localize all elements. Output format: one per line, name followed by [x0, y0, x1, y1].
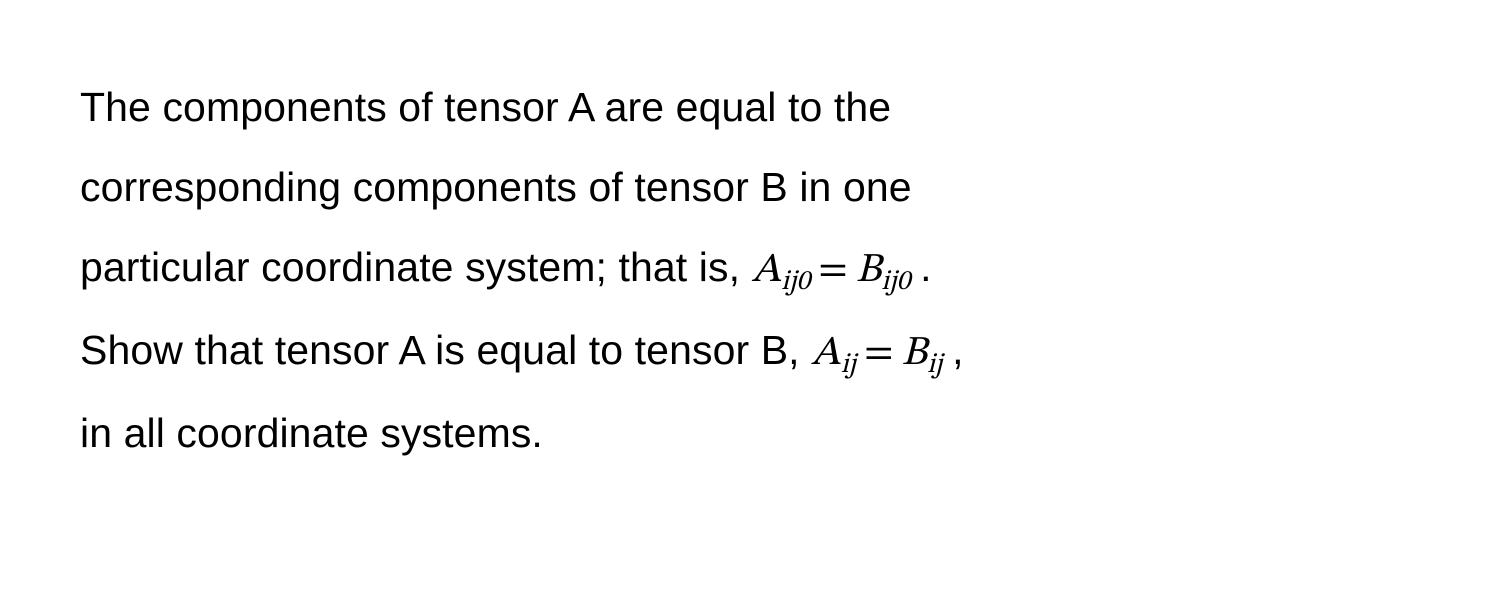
equation-2: Aij=Bij [811, 333, 952, 374]
eq1-lhs-sub: ij0 [781, 268, 810, 296]
eq1-op: = [810, 250, 856, 291]
eq1-lhs-base: A [752, 250, 782, 291]
text-line-3b: . [920, 244, 932, 290]
eq1-rhs-sub: ij0 [881, 268, 910, 296]
eq2-lhs-base: A [811, 333, 841, 374]
paragraph: The components of tensor A are equal to … [80, 68, 1420, 474]
text-line-2: corresponding components of tensor B in … [80, 164, 912, 210]
text-line-3a: particular coordinate system; that is, [80, 244, 752, 290]
eq2-rhs-sub: ij [927, 351, 942, 379]
eq2-op: = [856, 333, 902, 374]
text-line-5: in all coordinate systems. [80, 410, 543, 456]
eq1-rhs-base: B [856, 250, 881, 291]
eq2-lhs-sub: ij [841, 351, 856, 379]
text-line-1: The components of tensor A are equal to … [80, 84, 891, 130]
text-line-4b: , [952, 327, 964, 373]
equation-1: Aij0=Bij0 [752, 250, 921, 291]
text-line-4a: Show that tensor A is equal to tensor B, [80, 327, 811, 373]
eq2-rhs-base: B [902, 333, 927, 374]
problem-statement: The components of tensor A are equal to … [0, 0, 1500, 600]
